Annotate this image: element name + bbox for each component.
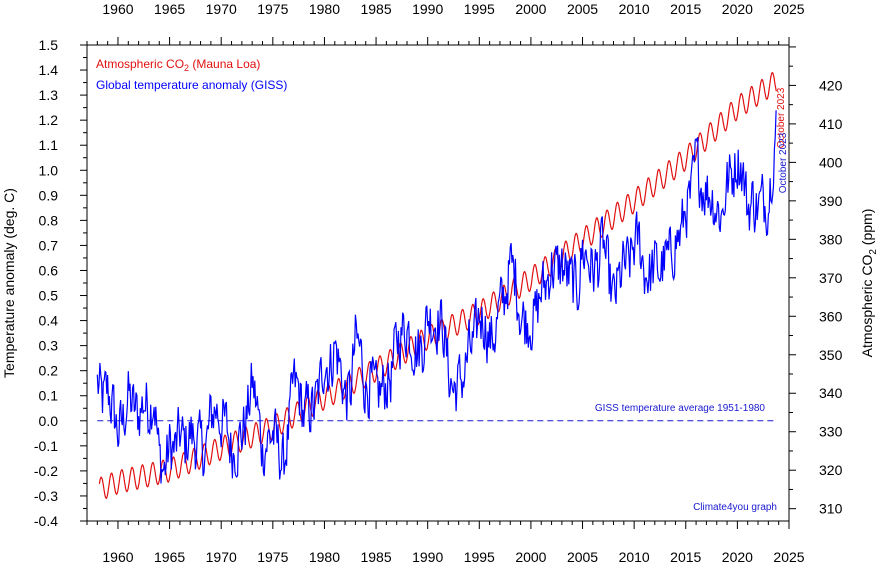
x-tick-label-top: 2020 bbox=[722, 1, 753, 17]
x-tick-label-bottom: 2020 bbox=[722, 549, 753, 565]
y-left-tick-label: 0.6 bbox=[39, 262, 59, 278]
y-right-tick-label: 330 bbox=[819, 424, 843, 440]
x-tick-label-bottom: 1990 bbox=[412, 549, 443, 565]
y-right-tick-label: 360 bbox=[819, 308, 843, 324]
x-tick-label-top: 1980 bbox=[309, 1, 340, 17]
x-tick-label-top: 1985 bbox=[360, 1, 391, 17]
x-tick-label-bottom: 1960 bbox=[102, 549, 133, 565]
legend-temp: Global temperature anomaly (GISS) bbox=[96, 78, 287, 92]
temperature-series-line bbox=[96, 110, 777, 484]
x-tick-label-top: 1965 bbox=[154, 1, 185, 17]
y-left-tick-label: -0.1 bbox=[34, 438, 58, 454]
y-right-title-main: Atmospheric CO bbox=[859, 255, 875, 358]
legend-co2-rest: (Mauna Loa) bbox=[189, 57, 260, 71]
x-tick-label-top: 1960 bbox=[102, 1, 133, 17]
y-left-tick-label: 0.5 bbox=[39, 288, 59, 304]
y-left-tick-label: 0.7 bbox=[39, 237, 59, 253]
y-left-tick-label: 0.9 bbox=[39, 187, 59, 203]
y-left-tick-label: -0.2 bbox=[34, 463, 58, 479]
y-right-tick-label: 390 bbox=[819, 193, 843, 209]
y-left-tick-label: 1.2 bbox=[39, 112, 59, 128]
y-left-tick-label: 0.1 bbox=[39, 388, 59, 404]
x-tick-label-bottom: 1985 bbox=[360, 549, 391, 565]
temp-end-annotation: October 2023 bbox=[778, 132, 789, 193]
axis-ticks-layer bbox=[80, 37, 796, 529]
x-tick-label-top: 2000 bbox=[515, 1, 546, 17]
y-left-tick-label: 0.8 bbox=[39, 212, 59, 228]
y-left-axis-title: Temperature anomaly (deg. C) bbox=[1, 188, 17, 378]
x-tick-label-top: 1990 bbox=[412, 1, 443, 17]
x-tick-label-bottom: 1970 bbox=[206, 549, 237, 565]
y-left-tick-label: -0.3 bbox=[34, 488, 58, 504]
x-tick-label-bottom: 1965 bbox=[154, 549, 185, 565]
x-tick-label-bottom: 1975 bbox=[257, 549, 288, 565]
baseline-annotation: GISS temperature average 1951-1980 bbox=[595, 403, 766, 414]
x-tick-label-top: 1975 bbox=[257, 1, 288, 17]
y-right-tick-label: 320 bbox=[819, 462, 843, 478]
y-right-tick-label: 310 bbox=[819, 501, 843, 517]
x-tick-label-bottom: 2015 bbox=[670, 549, 701, 565]
x-tick-label-bottom: 2010 bbox=[619, 549, 650, 565]
y-right-tick-label: 420 bbox=[819, 77, 843, 93]
y-right-tick-label: 350 bbox=[819, 347, 843, 363]
x-tick-label-top: 2015 bbox=[670, 1, 701, 17]
y-left-tick-label: 1.5 bbox=[39, 37, 59, 53]
legend-co2-sub: 2 bbox=[184, 63, 189, 73]
x-tick-label-top: 1970 bbox=[206, 1, 237, 17]
plot-frame bbox=[86, 44, 790, 522]
y-left-tick-label: 0.3 bbox=[39, 338, 59, 354]
y-right-tick-label: 370 bbox=[819, 270, 843, 286]
y-right-axis-title: Atmospheric CO2 (ppm) bbox=[859, 209, 879, 358]
x-tick-label-top: 2005 bbox=[567, 1, 598, 17]
credit-annotation: Climate4you graph bbox=[693, 502, 777, 513]
legend-co2-main: Atmospheric CO bbox=[96, 57, 184, 71]
y-right-title-sub: 2 bbox=[868, 249, 879, 255]
x-tick-label-top: 2025 bbox=[773, 1, 804, 17]
x-tick-label-top: 1995 bbox=[464, 1, 495, 17]
x-tick-label-bottom: 1995 bbox=[464, 549, 495, 565]
y-right-tick-label: 400 bbox=[819, 154, 843, 170]
y-right-tick-label: 340 bbox=[819, 385, 843, 401]
y-right-tick-label: 380 bbox=[819, 231, 843, 247]
y-left-tick-label: 1.3 bbox=[39, 87, 59, 103]
y-left-tick-label: 0.0 bbox=[39, 413, 59, 429]
y-right-tick-label: 410 bbox=[819, 116, 843, 132]
y-left-tick-label: 1.0 bbox=[39, 162, 59, 178]
x-tick-label-bottom: 2005 bbox=[567, 549, 598, 565]
legend-co2: Atmospheric CO2 (Mauna Loa) bbox=[96, 57, 260, 73]
y-left-tick-label: -0.4 bbox=[34, 513, 58, 529]
tick-labels-layer: 1960 1960 1965 1965 1970 1970 1975 1975 1980 1980… bbox=[34, 1, 843, 565]
y-left-tick-label: 1.4 bbox=[39, 62, 59, 78]
y-left-tick-label: 1.1 bbox=[39, 137, 59, 153]
x-tick-label-bottom: 2025 bbox=[773, 549, 804, 565]
co2-end-annotation: October 2023 bbox=[776, 87, 787, 148]
y-left-tick-label: 0.4 bbox=[39, 313, 59, 329]
x-tick-label-bottom: 2000 bbox=[515, 549, 546, 565]
y-left-tick-label: 0.2 bbox=[39, 363, 59, 379]
x-tick-label-bottom: 1980 bbox=[309, 549, 340, 565]
x-tick-label-top: 2010 bbox=[619, 1, 650, 17]
y-right-title-unit: (ppm) bbox=[859, 209, 875, 249]
